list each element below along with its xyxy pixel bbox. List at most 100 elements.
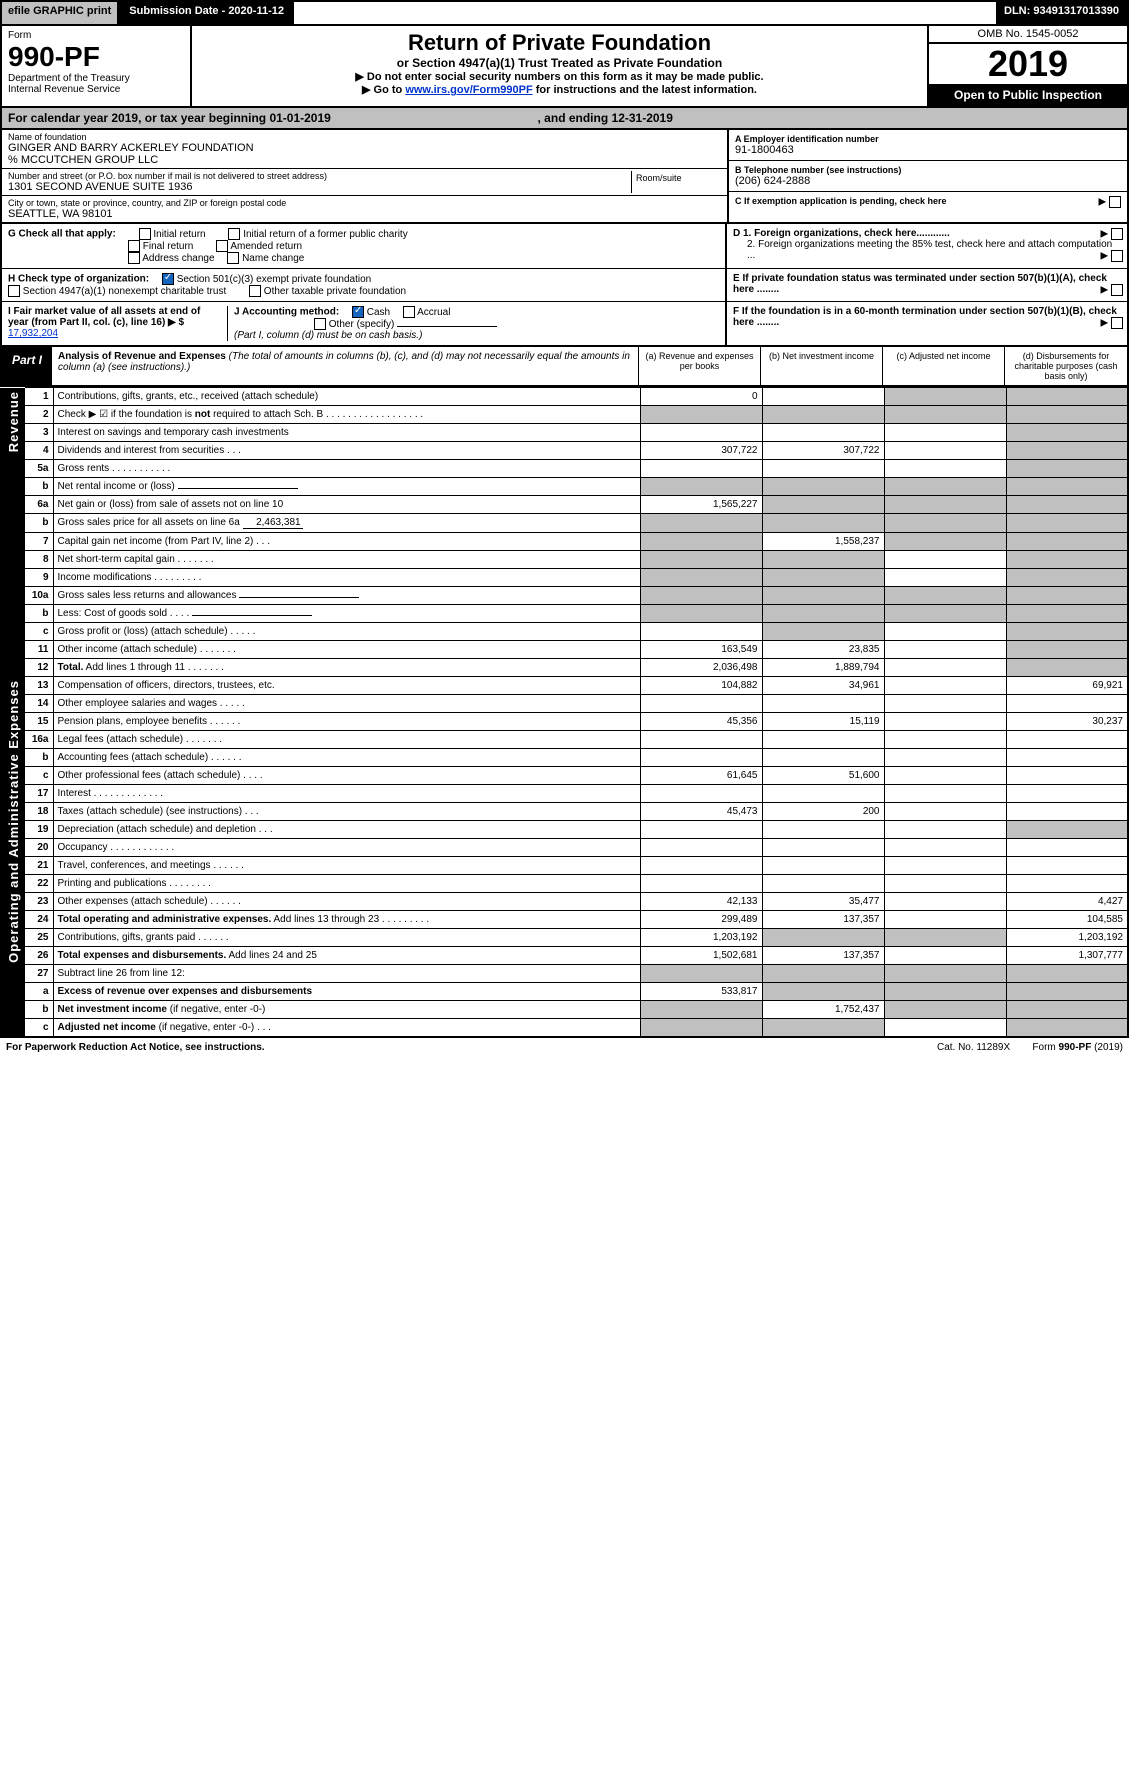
g-opt-1: Initial return of a former public charit…: [243, 229, 408, 240]
line-number: 18: [25, 803, 53, 821]
table-row: 21Travel, conferences, and meetings . . …: [1, 857, 1128, 875]
h-501c3-cb[interactable]: [162, 273, 174, 285]
h-4947-cb[interactable]: [8, 285, 20, 297]
street-address: 1301 SECOND AVENUE SUITE 1936: [8, 181, 631, 193]
amount-cell: [762, 478, 884, 496]
form-left: Form 990-PF Department of the Treasury I…: [2, 26, 192, 106]
g-label: G Check all that apply:: [8, 229, 116, 240]
amount-cell: [762, 623, 884, 641]
dln-label: DLN: 93491317013390: [996, 2, 1127, 24]
fmv-value: 17,932,204: [8, 328, 58, 339]
line-description: Net investment income (if negative, ente…: [53, 1001, 640, 1019]
amount-cell: [884, 569, 1006, 587]
f-checkbox[interactable]: [1111, 317, 1123, 329]
amount-cell: [762, 875, 884, 893]
line-description: Interest on savings and temporary cash i…: [53, 424, 640, 442]
f-label: F If the foundation is in a 60-month ter…: [733, 306, 1117, 328]
line-number: 21: [25, 857, 53, 875]
form-number: 990-PF: [8, 41, 184, 73]
g-opt-4: Address change: [142, 253, 214, 264]
line-description: Capital gain net income (from Part IV, l…: [53, 533, 640, 551]
table-row: Operating and Administrative Expenses13C…: [1, 677, 1128, 695]
amount-cell: [884, 929, 1006, 947]
line-number: 1: [25, 388, 53, 406]
amount-cell: [1006, 478, 1128, 496]
table-row: 9Income modifications . . . . . . . . .: [1, 569, 1128, 587]
table-row: 19Depreciation (attach schedule) and dep…: [1, 821, 1128, 839]
g-opt-5: Name change: [242, 253, 304, 264]
part1-tag: Part I: [2, 347, 52, 385]
amount-cell: [762, 749, 884, 767]
amount-cell: [640, 875, 762, 893]
amount-cell: [884, 695, 1006, 713]
paperwork-notice: For Paperwork Reduction Act Notice, see …: [6, 1042, 265, 1053]
line-description: Other professional fees (attach schedule…: [53, 767, 640, 785]
table-row: cGross profit or (loss) (attach schedule…: [1, 623, 1128, 641]
h-other-cb[interactable]: [249, 285, 261, 297]
e-checkbox[interactable]: [1111, 284, 1123, 296]
j-accrual-cb[interactable]: [403, 306, 415, 318]
initial-return-cb[interactable]: [139, 228, 151, 240]
final-return-cb[interactable]: [128, 240, 140, 252]
amount-cell: [1006, 1001, 1128, 1019]
section-e: E If private foundation status was termi…: [727, 269, 1127, 301]
g-opt-2: Final return: [143, 241, 194, 252]
line-description: Legal fees (attach schedule) . . . . . .…: [53, 731, 640, 749]
amount-cell: [884, 893, 1006, 911]
line-description: Occupancy . . . . . . . . . . . .: [53, 839, 640, 857]
line-description: Contributions, gifts, grants, etc., rece…: [53, 388, 640, 406]
room-label: Room/suite: [636, 173, 717, 183]
amount-cell: [884, 605, 1006, 623]
amount-cell: [762, 605, 884, 623]
i-label: I Fair market value of all assets at end…: [8, 306, 200, 328]
amount-cell: [884, 659, 1006, 677]
amount-cell: [884, 677, 1006, 695]
line-number: 19: [25, 821, 53, 839]
d2-checkbox[interactable]: [1111, 250, 1123, 262]
amount-cell: [1006, 821, 1128, 839]
amount-cell: [884, 767, 1006, 785]
amount-cell: [884, 533, 1006, 551]
amount-cell: [1006, 749, 1128, 767]
section-d: D 1. Foreign organizations, check here..…: [727, 224, 1127, 268]
amount-cell: [762, 983, 884, 1001]
amount-cell: 137,357: [762, 947, 884, 965]
amount-cell: 30,237: [1006, 713, 1128, 731]
table-row: bLess: Cost of goods sold . . . .: [1, 605, 1128, 623]
amended-cb[interactable]: [216, 240, 228, 252]
form-header: Form 990-PF Department of the Treasury I…: [0, 26, 1129, 108]
j-cash-cb[interactable]: [352, 306, 364, 318]
amount-cell: 35,477: [762, 893, 884, 911]
d1-checkbox[interactable]: [1111, 228, 1123, 240]
amount-cell: [762, 965, 884, 983]
amount-cell: [1006, 641, 1128, 659]
amount-cell: [1006, 587, 1128, 605]
amount-cell: [640, 731, 762, 749]
d1-label: D 1. Foreign organizations, check here..…: [733, 228, 950, 239]
table-row: bGross sales price for all assets on lin…: [1, 514, 1128, 533]
amount-cell: 1,889,794: [762, 659, 884, 677]
col-c-hdr: (c) Adjusted net income: [883, 347, 1005, 385]
name-change-cb[interactable]: [227, 252, 239, 264]
amount-cell: [1006, 803, 1128, 821]
line-description: Net gain or (loss) from sale of assets n…: [53, 496, 640, 514]
amount-cell: [640, 857, 762, 875]
pending-checkbox[interactable]: [1109, 196, 1121, 208]
initial-former-cb[interactable]: [228, 228, 240, 240]
j-other-cb[interactable]: [314, 318, 326, 330]
table-row: 5aGross rents . . . . . . . . . . .: [1, 460, 1128, 478]
line-number: a: [25, 983, 53, 1001]
line-description: Net rental income or (loss): [53, 478, 640, 496]
line-number: 15: [25, 713, 53, 731]
pending-label: C If exemption application is pending, c…: [735, 196, 947, 206]
address-change-cb[interactable]: [128, 252, 140, 264]
form990pf-link[interactable]: www.irs.gov/Form990PF: [405, 84, 532, 96]
amount-cell: 34,961: [762, 677, 884, 695]
line-number: c: [25, 623, 53, 641]
line-number: 3: [25, 424, 53, 442]
line-number: 12: [25, 659, 53, 677]
amount-cell: [884, 460, 1006, 478]
line-number: 2: [25, 406, 53, 424]
amount-cell: [884, 551, 1006, 569]
amount-cell: [640, 406, 762, 424]
